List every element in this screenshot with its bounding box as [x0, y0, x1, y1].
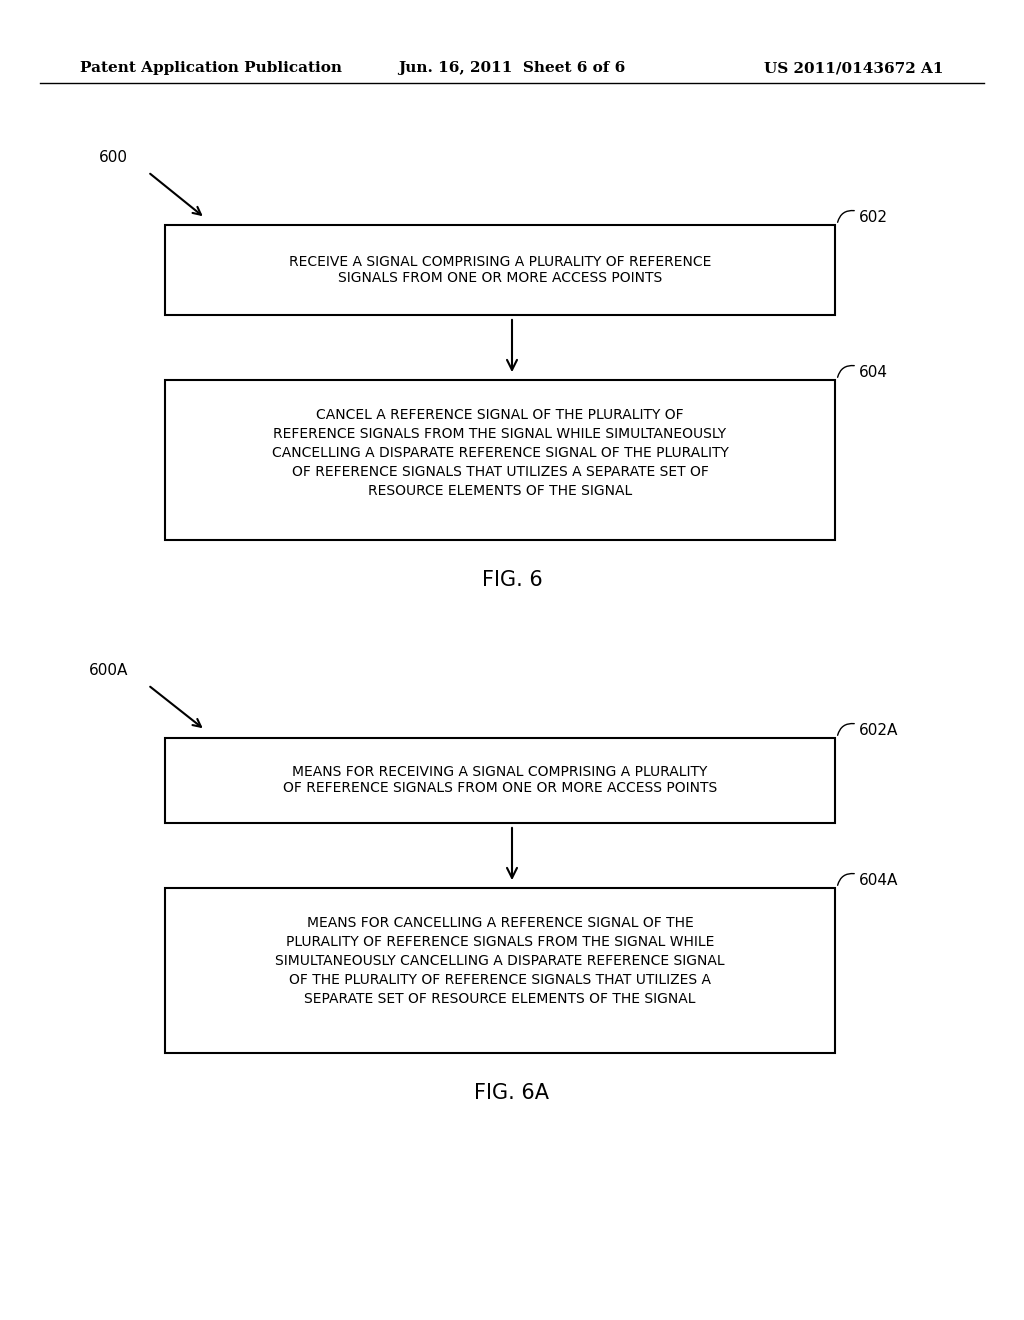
Text: Patent Application Publication: Patent Application Publication [80, 61, 342, 75]
Text: OF REFERENCE SIGNALS THAT UTILIZES A SEPARATE SET OF: OF REFERENCE SIGNALS THAT UTILIZES A SEP… [292, 465, 709, 479]
Bar [165, 888, 835, 1053]
Text: PLURALITY OF REFERENCE SIGNALS FROM THE SIGNAL WHILE: PLURALITY OF REFERENCE SIGNALS FROM THE … [286, 935, 714, 949]
Text: FIG. 6: FIG. 6 [481, 570, 543, 590]
Text: 600: 600 [99, 150, 128, 165]
Text: MEANS FOR RECEIVING A SIGNAL COMPRISING A PLURALITY: MEANS FOR RECEIVING A SIGNAL COMPRISING … [292, 766, 708, 780]
Text: RECEIVE A SIGNAL COMPRISING A PLURALITY OF REFERENCE: RECEIVE A SIGNAL COMPRISING A PLURALITY … [289, 255, 712, 269]
Text: 604: 604 [859, 366, 888, 380]
Text: SEPARATE SET OF RESOURCE ELEMENTS OF THE SIGNAL: SEPARATE SET OF RESOURCE ELEMENTS OF THE… [304, 993, 695, 1006]
Bar [165, 738, 835, 822]
Text: RESOURCE ELEMENTS OF THE SIGNAL: RESOURCE ELEMENTS OF THE SIGNAL [368, 484, 632, 498]
Text: OF REFERENCE SIGNALS FROM ONE OR MORE ACCESS POINTS: OF REFERENCE SIGNALS FROM ONE OR MORE AC… [283, 781, 717, 796]
Text: MEANS FOR CANCELLING A REFERENCE SIGNAL OF THE: MEANS FOR CANCELLING A REFERENCE SIGNAL … [306, 916, 693, 931]
Text: 602: 602 [859, 210, 888, 224]
Text: SIMULTANEOUSLY CANCELLING A DISPARATE REFERENCE SIGNAL: SIMULTANEOUSLY CANCELLING A DISPARATE RE… [275, 954, 725, 968]
Text: REFERENCE SIGNALS FROM THE SIGNAL WHILE SIMULTANEOUSLY: REFERENCE SIGNALS FROM THE SIGNAL WHILE … [273, 426, 727, 441]
Text: 602A: 602A [859, 723, 898, 738]
Bar [165, 380, 835, 540]
Text: CANCEL A REFERENCE SIGNAL OF THE PLURALITY OF: CANCEL A REFERENCE SIGNAL OF THE PLURALI… [316, 408, 684, 422]
Text: OF THE PLURALITY OF REFERENCE SIGNALS THAT UTILIZES A: OF THE PLURALITY OF REFERENCE SIGNALS TH… [289, 973, 711, 987]
Text: 600A: 600A [89, 663, 128, 678]
Text: FIG. 6A: FIG. 6A [474, 1082, 550, 1104]
Text: Jun. 16, 2011  Sheet 6 of 6: Jun. 16, 2011 Sheet 6 of 6 [398, 61, 626, 75]
Text: 604A: 604A [859, 873, 898, 888]
Bar [165, 224, 835, 315]
Text: SIGNALS FROM ONE OR MORE ACCESS POINTS: SIGNALS FROM ONE OR MORE ACCESS POINTS [338, 271, 663, 285]
Text: US 2011/0143672 A1: US 2011/0143672 A1 [765, 61, 944, 75]
Text: CANCELLING A DISPARATE REFERENCE SIGNAL OF THE PLURALITY: CANCELLING A DISPARATE REFERENCE SIGNAL … [271, 446, 728, 459]
